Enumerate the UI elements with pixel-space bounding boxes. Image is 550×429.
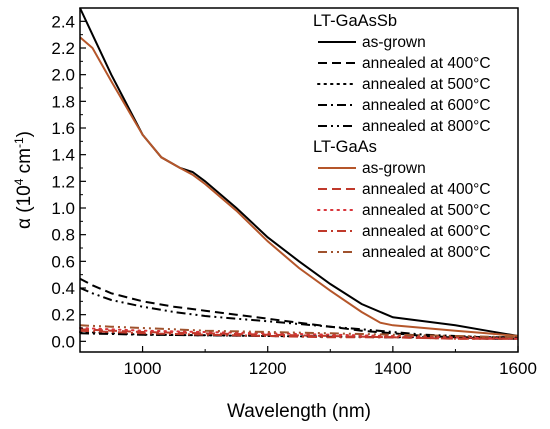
series-line-1-4 (79, 324, 519, 339)
x-tick-label: 1400 (374, 359, 412, 378)
y-axis-title-suffix: ) (14, 131, 35, 137)
y-tick-label: 1.0 (51, 199, 75, 218)
legend-group-title: LT-GaAs (313, 138, 377, 156)
legend-label: annealed at 600°C (362, 223, 491, 240)
series-line-1-3 (79, 329, 518, 340)
y-tick-label: 0.6 (51, 252, 75, 271)
legend-label: annealed at 400°C (362, 55, 491, 72)
series-line-0-2 (79, 331, 519, 339)
legend: LT-GaAsSb as-grown annealed at 400°C anneal… (313, 12, 491, 261)
series-layer (79, 7, 519, 340)
legend-label: as-grown (362, 160, 426, 177)
y-tick-label: 2.4 (51, 12, 75, 31)
legend-label: annealed at 800°C (362, 118, 491, 135)
y-tick-label: 1.6 (51, 119, 75, 138)
x-tick-label: 1600 (499, 359, 537, 378)
y-tick-label: 2.0 (51, 66, 75, 85)
legend-label: annealed at 600°C (362, 97, 491, 114)
series-line-1-2 (79, 327, 519, 340)
legend-label: annealed at 800°C (362, 244, 491, 261)
y-axis-title-sup2: -1 (12, 137, 26, 148)
legend-label: annealed at 500°C (362, 202, 491, 219)
y-tick-label: 2.2 (51, 39, 75, 58)
series-line-1-0 (79, 36, 519, 337)
series-line-1-1 (79, 328, 518, 340)
legend-label: as-grown (362, 34, 426, 51)
y-axis-title-sup1: 4 (12, 178, 26, 185)
tick-layer: 1000 1200 1400 1600 0.0 0.2 0.4 0.6 0.8 1.0 1.2 1.4… (51, 12, 537, 378)
plot-frame (79, 7, 519, 353)
y-tick-label: 0.0 (51, 332, 75, 351)
legend-label: annealed at 500°C (362, 76, 491, 93)
y-axis-title: α (104 cm-1) (12, 131, 35, 229)
x-tick-label: 1200 (249, 359, 287, 378)
y-tick-label: 1.8 (51, 92, 75, 111)
legend-label: annealed at 400°C (362, 181, 491, 198)
y-tick-label: 0.2 (51, 306, 75, 325)
y-tick-label: 0.8 (51, 226, 75, 245)
y-axis-title-prefix: α (10 (14, 185, 35, 229)
y-tick-label: 1.4 (51, 146, 75, 165)
y-tick-label: 0.4 (51, 279, 75, 298)
series-line-0-3 (79, 332, 518, 339)
y-axis-title-mid: cm (14, 148, 35, 179)
x-tick-label: 1000 (124, 359, 162, 378)
series-line-0-4 (79, 287, 519, 340)
legend-group-title: LT-GaAsSb (313, 12, 397, 30)
y-tick-label: 1.2 (51, 172, 75, 191)
x-axis-title: Wavelength (nm) (227, 401, 371, 422)
